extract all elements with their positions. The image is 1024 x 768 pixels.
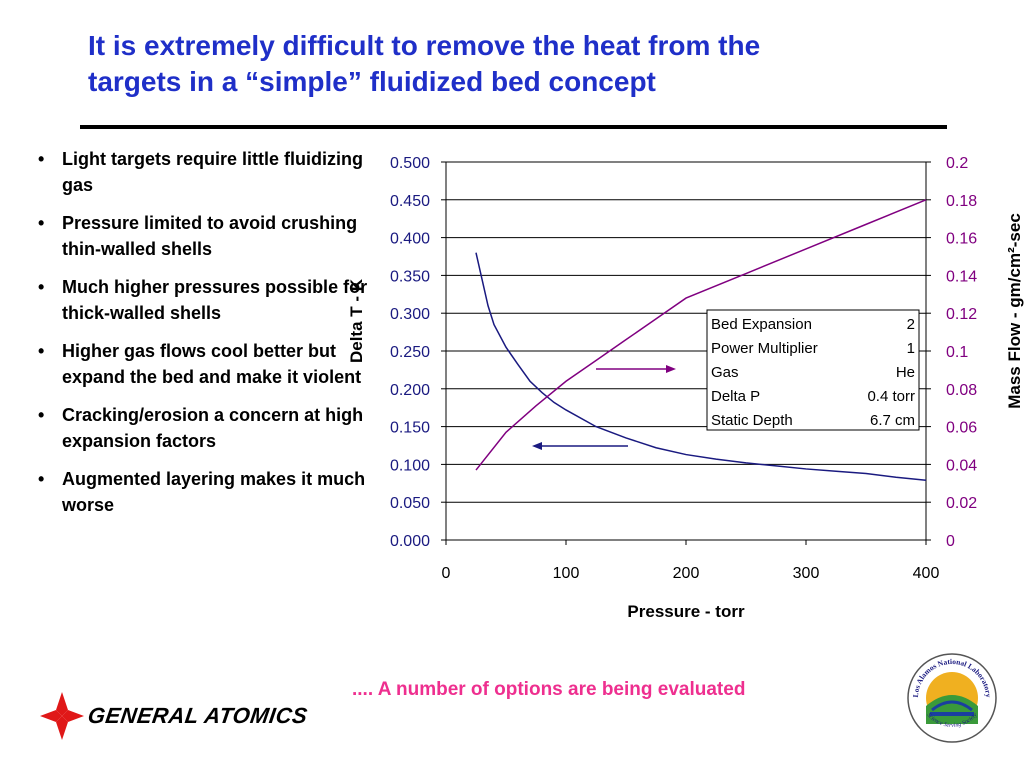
info-table-value: 2 bbox=[907, 316, 915, 333]
lanl-seal-logo: Los Alamos National Laboratory Science S… bbox=[907, 653, 997, 743]
bullet-item: • Higher gas flows cool better but expand… bbox=[38, 338, 368, 390]
general-atomics-wordmark: GENERAL ATOMICS bbox=[86, 703, 310, 728]
tick-label-left: 0.000 bbox=[390, 533, 430, 550]
info-table-key: Delta P bbox=[711, 388, 760, 405]
series-line-delta-t bbox=[475, 252, 927, 482]
info-table-value: 6.7 cm bbox=[870, 412, 915, 429]
y-axis-title-right: Mass Flow - gm/cm²-sec bbox=[1005, 213, 1024, 409]
tick-label-right: 0.08 bbox=[946, 382, 977, 399]
info-table-box bbox=[706, 309, 920, 431]
tick-label-right: 0.14 bbox=[946, 268, 977, 285]
bullet-item: • Pressure limited to avoid crushing thin… bbox=[38, 210, 368, 262]
bullet-item: • Cracking/erosion a concern at high expa… bbox=[38, 402, 368, 454]
tick-label-x: 100 bbox=[553, 565, 580, 582]
slide-title-line-1: It is extremely difficult to remove the … bbox=[88, 30, 761, 61]
info-table-value: 0.4 torr bbox=[867, 388, 915, 405]
bullet-dot-icon: • bbox=[38, 341, 45, 361]
slide-title-line-2: targets in a “simple” fluidized bed conc… bbox=[88, 66, 656, 97]
bullet-dot-icon: • bbox=[38, 405, 45, 425]
tick-label-right: 0.12 bbox=[946, 306, 977, 323]
footer-note: .... A number of options are being evalu… bbox=[352, 679, 746, 700]
tick-label-right: 0.2 bbox=[946, 155, 968, 172]
tick-label-left: 0.150 bbox=[390, 420, 430, 437]
bullet-text: Much higher pressures possible for thick… bbox=[62, 277, 368, 323]
tick-label-left: 0.300 bbox=[390, 306, 430, 323]
bullet-dot-icon: • bbox=[38, 277, 45, 297]
info-table-key: Bed Expansion bbox=[711, 316, 812, 333]
bullet-text: Higher gas flows cool better but expand … bbox=[62, 341, 362, 387]
tick-label-right: 0 bbox=[946, 533, 955, 550]
tick-label-right: 0.06 bbox=[946, 420, 977, 437]
tick-label-left: 0.350 bbox=[390, 268, 430, 285]
ga-diamond-icon bbox=[40, 692, 84, 740]
tick-label-left: 0.500 bbox=[390, 155, 430, 172]
bullet-item: • Augmented layering makes it much worse bbox=[38, 466, 368, 518]
tick-label-x: 300 bbox=[793, 565, 820, 582]
tick-label-x: 0 bbox=[442, 565, 451, 582]
info-table-key: Gas bbox=[711, 364, 739, 381]
tick-label-left: 0.250 bbox=[390, 344, 430, 361]
tick-label-x: 200 bbox=[673, 565, 700, 582]
bullet-text: Pressure limited to avoid crushing thin-… bbox=[62, 213, 358, 259]
tick-label-left: 0.450 bbox=[390, 193, 430, 210]
tick-label-left: 0.200 bbox=[390, 382, 430, 399]
bullet-item: • Much higher pressures possible for thic… bbox=[38, 274, 368, 326]
general-atomics-logo bbox=[40, 692, 84, 740]
arrow-left-head-icon bbox=[532, 442, 542, 450]
y-axis-title-left: Delta T - K bbox=[347, 278, 366, 363]
tick-label-left: 0.400 bbox=[390, 231, 430, 248]
info-table-value: 1 bbox=[907, 340, 915, 357]
tick-label-right: 0.02 bbox=[946, 495, 977, 512]
bullet-text: Light targets require little fluidizing … bbox=[62, 149, 364, 195]
bullet-text: Augmented layering makes it much worse bbox=[62, 469, 366, 515]
title-divider bbox=[80, 125, 947, 129]
bullet-list: • Light targets require little fluidizing… bbox=[38, 146, 368, 530]
tick-label-left: 0.050 bbox=[390, 495, 430, 512]
tick-label-left: 0.100 bbox=[390, 457, 430, 474]
slide-title: It is extremely difficult to remove the … bbox=[88, 28, 968, 100]
tick-label-right: 0.18 bbox=[946, 193, 977, 210]
bullet-dot-icon: • bbox=[38, 149, 45, 169]
info-table-key: Power Multiplier bbox=[711, 340, 818, 357]
bullet-dot-icon: • bbox=[38, 469, 45, 489]
info-table-value: He bbox=[896, 364, 915, 381]
bullet-text: Cracking/erosion a concern at high expan… bbox=[62, 405, 364, 451]
pressure-chart: 0.0000.0500.1000.1500.2000.2500.3000.350… bbox=[347, 155, 1024, 621]
info-table-key: Static Depth bbox=[711, 412, 793, 429]
arrow-right-head-icon bbox=[666, 365, 676, 373]
series-line-mass-flow bbox=[475, 199, 927, 471]
bullet-dot-icon: • bbox=[38, 213, 45, 233]
tick-label-right: 0.16 bbox=[946, 231, 977, 248]
bullet-item: • Light targets require little fluidizing… bbox=[38, 146, 368, 198]
tick-label-x: 400 bbox=[913, 565, 940, 582]
tick-label-right: 0.04 bbox=[946, 457, 977, 474]
x-axis-title: Pressure - torr bbox=[627, 602, 745, 621]
tick-label-right: 0.1 bbox=[946, 344, 968, 361]
